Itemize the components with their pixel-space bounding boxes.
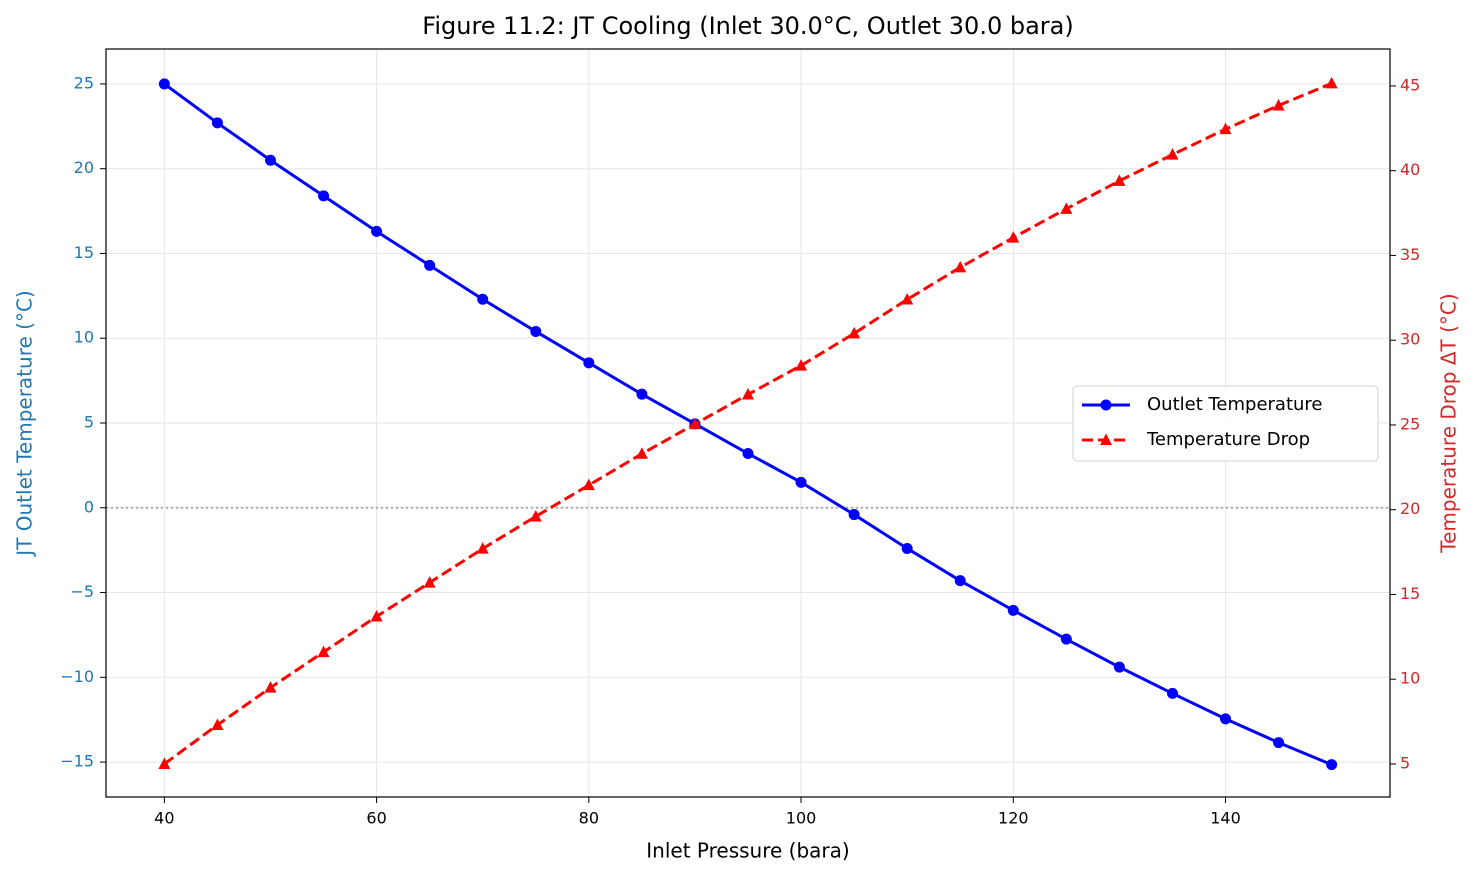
point <box>158 78 170 90</box>
x-tick-label: 100 <box>786 809 817 828</box>
point <box>1113 661 1125 673</box>
point <box>688 417 701 430</box>
point <box>1007 231 1020 243</box>
point <box>582 478 595 491</box>
point <box>1060 202 1073 214</box>
point <box>848 509 860 521</box>
point <box>264 154 276 166</box>
point <box>954 575 966 587</box>
point <box>370 609 383 622</box>
y-axis-label: JT Outlet Temperature (°C) <box>13 290 37 557</box>
point <box>901 293 914 305</box>
x-tick-label: 80 <box>579 809 599 828</box>
point <box>264 681 277 693</box>
plot-frame <box>105 48 1391 798</box>
y2-tick-label: 5 <box>1400 753 1410 772</box>
y-tick-label: 5 <box>84 413 94 432</box>
y2-tick-label: 10 <box>1400 669 1420 688</box>
y-tick-label: 25 <box>74 73 94 92</box>
point <box>211 718 224 730</box>
y-tick-label: 20 <box>74 158 94 177</box>
point <box>795 359 808 371</box>
point <box>1219 122 1232 135</box>
point <box>371 225 383 237</box>
point <box>795 476 807 488</box>
point <box>158 757 171 769</box>
point <box>583 357 595 369</box>
y2-axis-label: Temperature Drop ΔT (°C) <box>1437 293 1461 553</box>
point <box>636 388 648 400</box>
point <box>423 576 436 588</box>
y2-tick-label: 45 <box>1400 75 1420 94</box>
y2-tick-label: 30 <box>1400 330 1420 349</box>
point <box>1007 604 1019 616</box>
y-tick-label: 10 <box>74 328 94 347</box>
x-tick-label: 40 <box>154 809 174 828</box>
point <box>1326 759 1338 771</box>
point <box>1166 687 1178 699</box>
point <box>1273 737 1285 749</box>
y-tick-label: −15 <box>60 752 94 771</box>
point <box>317 645 330 658</box>
y2-tick-label: 25 <box>1400 414 1420 433</box>
point <box>954 260 967 273</box>
legend-label: Temperature Drop <box>1146 429 1310 450</box>
point <box>529 509 542 522</box>
point <box>1220 713 1232 725</box>
point <box>901 542 913 554</box>
point <box>530 325 542 337</box>
y2-tick-label: 15 <box>1400 584 1420 603</box>
chart-title: Figure 11.2: JT Cooling (Inlet 30.0°C, O… <box>422 12 1073 40</box>
x-tick-label: 140 <box>1210 809 1241 828</box>
point <box>848 326 861 339</box>
y-tick-label: −5 <box>70 582 94 601</box>
y-tick-label: −10 <box>60 667 94 686</box>
point <box>742 448 754 460</box>
point <box>1272 98 1285 111</box>
y2-tick-label: 40 <box>1400 160 1420 179</box>
x-axis-label: Inlet Pressure (bara) <box>646 839 849 863</box>
point <box>1113 174 1126 186</box>
legend-marker <box>1100 433 1112 445</box>
point <box>318 190 330 202</box>
point <box>635 447 648 459</box>
y2-tick-label: 20 <box>1400 499 1420 518</box>
point <box>1166 148 1179 160</box>
legend-marker <box>1100 399 1112 411</box>
point <box>742 387 754 400</box>
legend-box <box>1072 385 1379 462</box>
point <box>477 293 489 305</box>
point <box>211 117 223 129</box>
x-tick-label: 120 <box>998 809 1029 828</box>
y-tick-label: 15 <box>74 243 94 262</box>
point <box>1325 76 1338 89</box>
point <box>476 542 489 554</box>
y2-tick-label: 35 <box>1400 245 1420 264</box>
y-tick-label: 0 <box>84 497 94 516</box>
x-tick-label: 60 <box>366 809 386 828</box>
point <box>1060 633 1072 645</box>
legend-label: Outlet Temperature <box>1147 394 1323 415</box>
point <box>424 259 436 271</box>
